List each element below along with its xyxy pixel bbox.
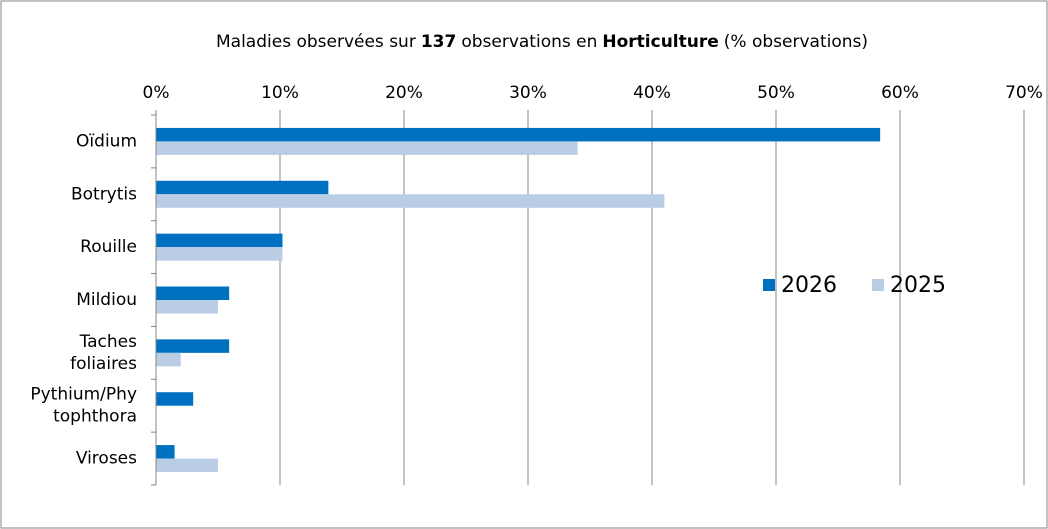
title-part: (% observations) xyxy=(724,32,868,52)
y-tick-label-line: Rouille xyxy=(80,237,137,257)
y-tick-label-line: Viroses xyxy=(76,449,137,469)
y-tick-label: Botrytis xyxy=(71,184,137,204)
bar xyxy=(156,300,218,314)
y-tick-label-line: Oïdium xyxy=(76,131,137,151)
y-tick-label-line: Taches xyxy=(79,332,138,352)
x-tick-label: 50% xyxy=(757,83,795,103)
y-tick-label-line: Botrytis xyxy=(71,184,137,204)
bar xyxy=(156,194,665,208)
y-tick-label-line: Mildiou xyxy=(76,290,137,310)
y-tick-label: Taches foliaires xyxy=(70,332,137,374)
y-tick-label: Rouille xyxy=(80,237,137,257)
x-tick-label: 40% xyxy=(633,83,671,103)
bar xyxy=(156,233,283,248)
legend-swatch xyxy=(872,279,884,291)
y-tick-label: Mildiou xyxy=(76,290,137,310)
bar xyxy=(156,445,175,459)
y-tick-label-line: tophthora xyxy=(53,407,137,427)
x-tick-label: 30% xyxy=(509,83,547,103)
chart-title: Maladies observées sur 137 observations en… xyxy=(216,32,868,52)
title-part: Maladies observées sur xyxy=(216,32,416,52)
legend-label: 2026 xyxy=(781,273,837,298)
bar xyxy=(156,286,230,300)
y-tick-label: Pythium/Phy tophthora xyxy=(30,385,137,427)
title-part: Horticulture xyxy=(602,32,718,52)
legend-swatch xyxy=(763,279,775,291)
y-tick-label: Viroses xyxy=(76,449,137,469)
bar xyxy=(156,141,578,155)
x-tick-label: 60% xyxy=(881,83,919,103)
bar xyxy=(156,392,194,406)
x-tick-label: 10% xyxy=(261,83,299,103)
y-tick-label-line: Pythium/Phy xyxy=(30,385,137,405)
bar xyxy=(156,247,283,261)
bar xyxy=(156,339,230,353)
title-part: 137 xyxy=(421,32,457,52)
x-tick-label: 0% xyxy=(143,83,170,103)
y-tick-label: Oïdium xyxy=(76,131,137,151)
y-tick-label-line: foliaires xyxy=(70,354,137,374)
bar xyxy=(156,352,181,367)
x-tick-label: 20% xyxy=(385,83,423,103)
bar xyxy=(156,180,329,195)
legend-label: 2025 xyxy=(890,273,946,298)
bar xyxy=(156,127,881,142)
bar xyxy=(156,458,218,473)
x-tick-label: 70% xyxy=(1005,83,1043,103)
title-part: observations en xyxy=(461,32,597,52)
